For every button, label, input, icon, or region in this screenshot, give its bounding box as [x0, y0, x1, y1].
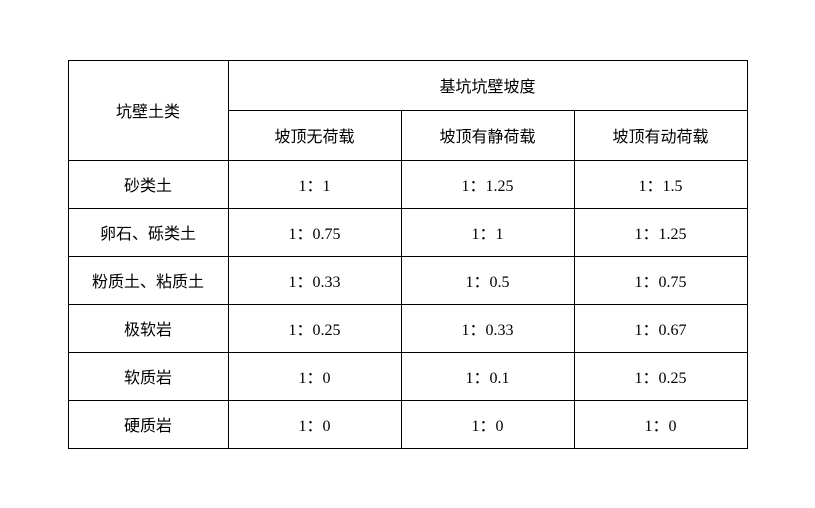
cell-dynamic-load: 1：0.75	[574, 256, 747, 304]
table-container: 坑壁土类 基坑坑壁坡度 坡顶无荷载 坡顶有静荷载 坡顶有动荷载 砂类土 1：1 …	[8, 40, 808, 469]
table-row: 硬质岩 1：0 1：0 1：0	[68, 400, 747, 448]
cell-soil-type: 极软岩	[68, 304, 228, 352]
header-no-load: 坡顶无荷载	[228, 110, 401, 160]
slope-specification-table: 坑壁土类 基坑坑壁坡度 坡顶无荷载 坡顶有静荷载 坡顶有动荷载 砂类土 1：1 …	[68, 60, 748, 449]
header-dynamic-load: 坡顶有动荷载	[574, 110, 747, 160]
cell-no-load: 1：0.33	[228, 256, 401, 304]
header-slope: 基坑坑壁坡度	[228, 60, 747, 110]
cell-dynamic-load: 1：1.25	[574, 208, 747, 256]
table-row: 软质岩 1：0 1：0.1 1：0.25	[68, 352, 747, 400]
header-row-1: 坑壁土类 基坑坑壁坡度	[68, 60, 747, 110]
cell-dynamic-load: 1：0	[574, 400, 747, 448]
cell-soil-type: 软质岩	[68, 352, 228, 400]
cell-no-load: 1：0	[228, 400, 401, 448]
cell-soil-type: 卵石、砾类土	[68, 208, 228, 256]
cell-dynamic-load: 1：0.25	[574, 352, 747, 400]
table-row: 砂类土 1：1 1：1.25 1：1.5	[68, 160, 747, 208]
table-row: 极软岩 1：0.25 1：0.33 1：0.67	[68, 304, 747, 352]
cell-no-load: 1：0	[228, 352, 401, 400]
cell-dynamic-load: 1：0.67	[574, 304, 747, 352]
cell-soil-type: 硬质岩	[68, 400, 228, 448]
cell-static-load: 1：1	[401, 208, 574, 256]
cell-no-load: 1：1	[228, 160, 401, 208]
cell-soil-type: 砂类土	[68, 160, 228, 208]
cell-static-load: 1：0.1	[401, 352, 574, 400]
header-static-load: 坡顶有静荷载	[401, 110, 574, 160]
cell-static-load: 1：0.5	[401, 256, 574, 304]
cell-static-load: 1：1.25	[401, 160, 574, 208]
cell-static-load: 1：0.33	[401, 304, 574, 352]
cell-no-load: 1：0.25	[228, 304, 401, 352]
table-row: 卵石、砾类土 1：0.75 1：1 1：1.25	[68, 208, 747, 256]
header-soil-type: 坑壁土类	[68, 60, 228, 160]
table-row: 粉质土、粘质土 1：0.33 1：0.5 1：0.75	[68, 256, 747, 304]
cell-no-load: 1：0.75	[228, 208, 401, 256]
cell-static-load: 1：0	[401, 400, 574, 448]
cell-soil-type: 粉质土、粘质土	[68, 256, 228, 304]
cell-dynamic-load: 1：1.5	[574, 160, 747, 208]
